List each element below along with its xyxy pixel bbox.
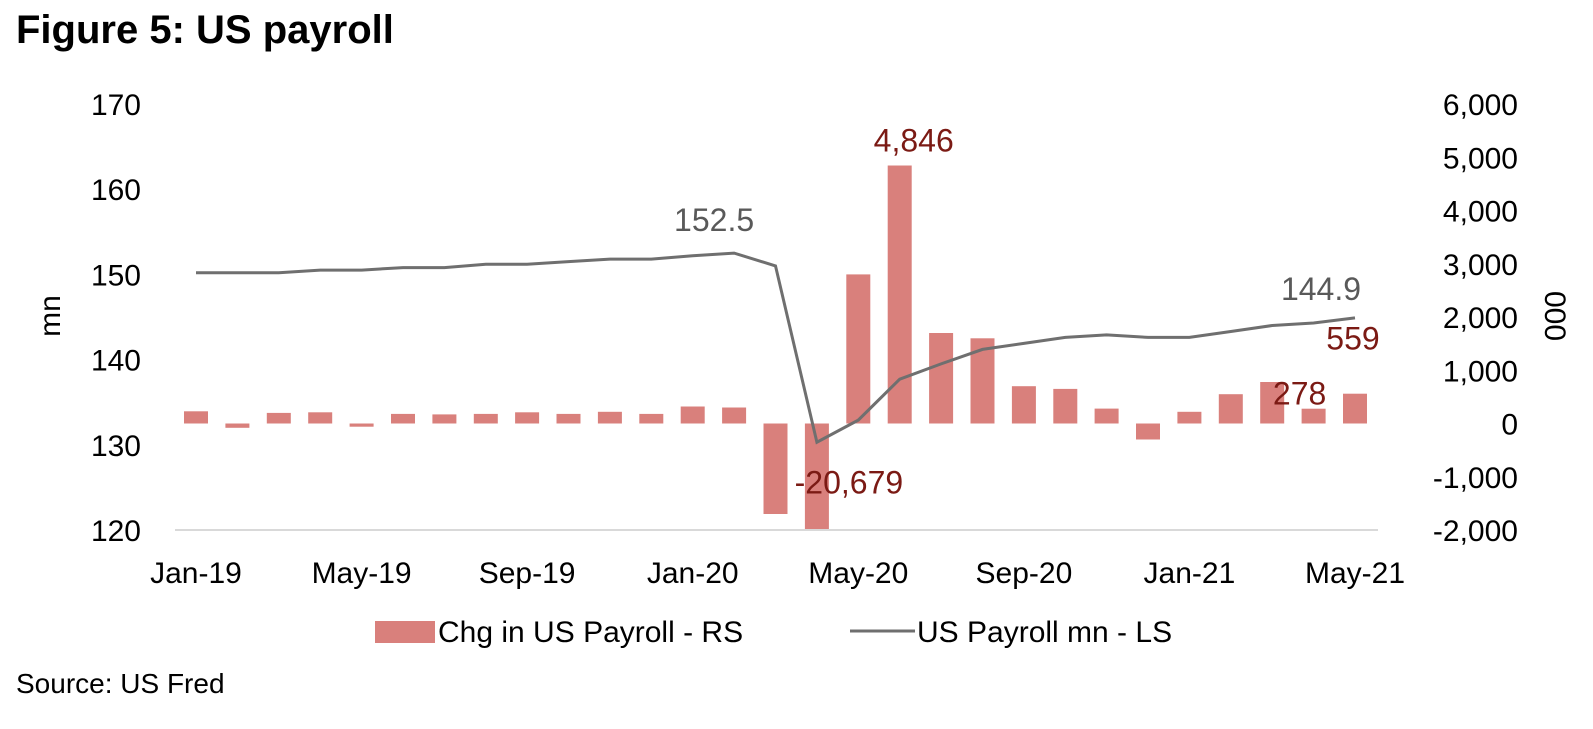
legend-line-label: US Payroll mn - LS xyxy=(917,616,1172,649)
data-label: 4,846 xyxy=(874,123,954,159)
left-tick-label: 140 xyxy=(91,345,141,378)
data-label: -20,679 xyxy=(795,465,904,501)
right-tick-label: 0 xyxy=(1501,409,1518,442)
data-label: 144.9 xyxy=(1281,271,1361,307)
bar-Jul-19 xyxy=(432,414,457,424)
bar-Jan-20 xyxy=(680,406,705,424)
right-tick-label: 4,000 xyxy=(1443,196,1518,229)
x-axis: Jan-19 May-19 Sep-19 Jan-20 May-20 Sep-20 Jan-… xyxy=(150,557,1405,590)
left-axis-label: mn xyxy=(34,295,67,337)
bar-Apr-19 xyxy=(308,412,333,424)
data-label: 559 xyxy=(1326,321,1379,357)
bar-Mar-21 xyxy=(1260,382,1285,424)
bar-Mar-19 xyxy=(266,412,291,424)
line-series xyxy=(196,251,1356,445)
x-tick-label: Jan-21 xyxy=(1144,557,1236,590)
x-tick-label: May-20 xyxy=(808,557,908,590)
bar-Dec-20 xyxy=(1136,423,1160,440)
left-tick-label: 170 xyxy=(91,89,141,122)
bar-Nov-19 xyxy=(597,411,622,424)
left-tick-label: 130 xyxy=(91,430,141,463)
right-tick-label: -2,000 xyxy=(1433,515,1518,548)
chart-title: Figure 5: US payroll xyxy=(16,8,394,52)
left-tick-label: 160 xyxy=(91,174,141,207)
x-tick-label: Sep-19 xyxy=(479,557,576,590)
data-label: 152.5 xyxy=(674,202,754,238)
bar-series xyxy=(184,165,1367,530)
right-tick-label: -1,000 xyxy=(1433,462,1518,495)
bar-Mar-20 xyxy=(763,423,788,514)
bar-Apr-21 xyxy=(1301,408,1326,424)
source-note: Source: US Fred xyxy=(16,668,225,699)
right-tick-label: 3,000 xyxy=(1443,249,1518,282)
bar-Dec-19 xyxy=(639,413,664,424)
x-tick-label: Jan-19 xyxy=(150,557,242,590)
right-tick-label: 6,000 xyxy=(1443,89,1518,122)
left-axis: 170 160 150 140 130 120 xyxy=(91,89,141,548)
bar-Jun-20 xyxy=(887,165,912,424)
x-tick-label: May-21 xyxy=(1305,557,1405,590)
legend-bar-label: Chg in US Payroll - RS xyxy=(438,616,743,649)
data-label: 278 xyxy=(1273,376,1326,412)
bar-Nov-20 xyxy=(1094,408,1119,424)
x-tick-label: Jan-20 xyxy=(647,557,739,590)
bar-Feb-21 xyxy=(1218,394,1243,424)
left-tick-label: 150 xyxy=(91,259,141,292)
bar-Aug-19 xyxy=(473,413,498,424)
legend: Chg in US Payroll - RS US Payroll mn - L… xyxy=(375,616,1172,649)
left-tick-label: 120 xyxy=(91,515,141,548)
bar-Sep-19 xyxy=(515,412,540,424)
right-tick-label: 5,000 xyxy=(1443,142,1518,175)
bar-Jan-21 xyxy=(1177,411,1202,424)
bar-Jun-19 xyxy=(391,413,415,424)
bar-May-19 xyxy=(349,423,374,427)
legend-bar-swatch xyxy=(375,621,435,643)
bar-Jan-19 xyxy=(184,411,208,424)
bar-Sep-20 xyxy=(1011,386,1036,424)
bar-May-21 xyxy=(1343,393,1367,424)
bar-Oct-20 xyxy=(1053,388,1078,424)
x-tick-label: Sep-20 xyxy=(976,557,1073,590)
right-axis-label: 000 xyxy=(1538,291,1571,341)
right-tick-label: 1,000 xyxy=(1443,355,1518,388)
x-tick-label: May-19 xyxy=(312,557,412,590)
bar-May-20 xyxy=(846,274,871,424)
bar-Feb-20 xyxy=(722,407,747,424)
right-axis: 6,000 5,000 4,000 3,000 2,000 1,000 0 -1,000 -2,… xyxy=(1433,89,1518,548)
bar-Oct-19 xyxy=(556,413,581,424)
bar-Jul-20 xyxy=(929,333,954,424)
bar-Feb-19 xyxy=(225,423,250,428)
right-tick-label: 2,000 xyxy=(1443,302,1518,335)
